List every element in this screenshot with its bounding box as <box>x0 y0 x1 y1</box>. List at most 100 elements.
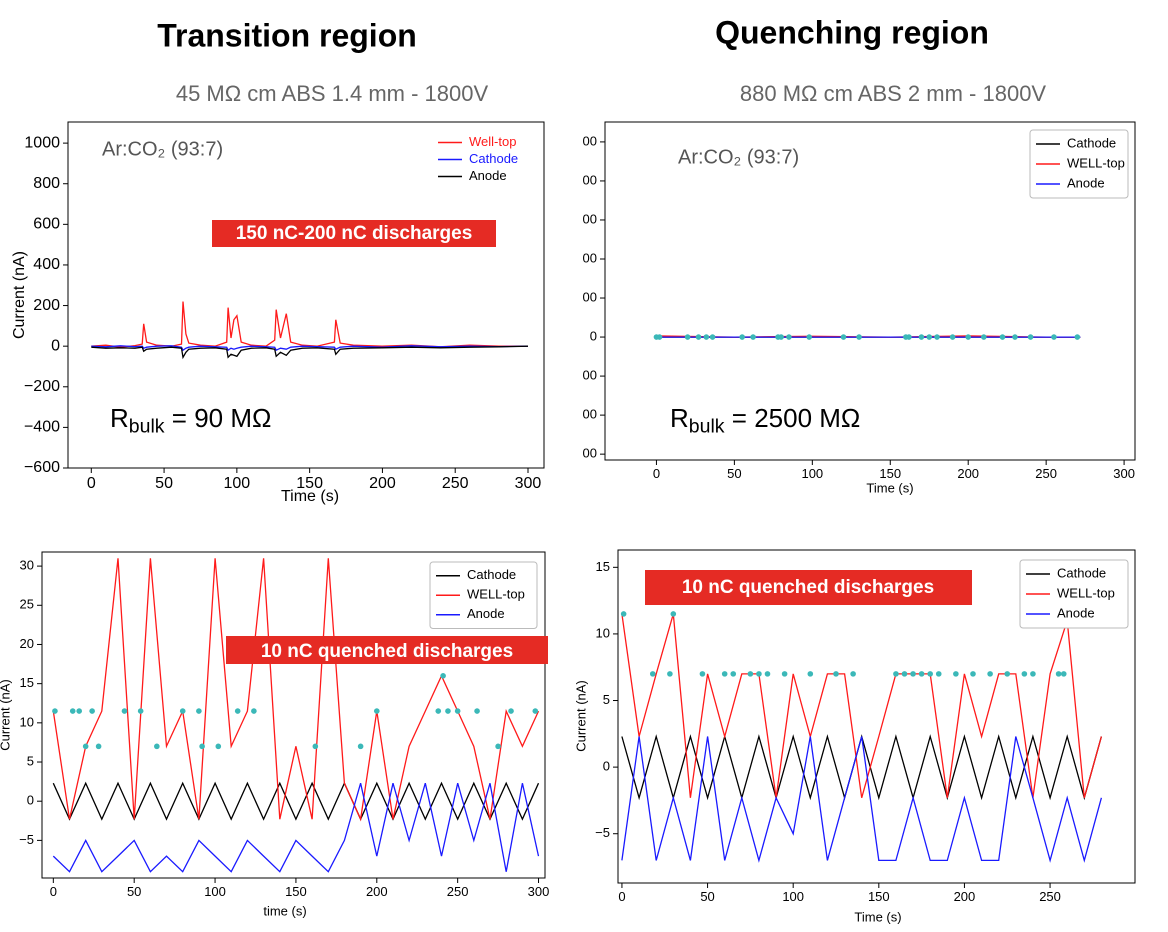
marker <box>649 671 656 677</box>
legend-label: Anode <box>469 168 507 183</box>
annotation: 10 nC quenched discharges <box>682 577 934 598</box>
marker <box>620 611 627 617</box>
legend-label: Anode <box>1057 605 1095 620</box>
legend-label: Cathode <box>469 151 518 166</box>
marker <box>495 743 501 750</box>
y-tick-label: 0 <box>590 328 597 343</box>
legend-frame <box>1029 129 1129 199</box>
marker <box>934 334 940 340</box>
y-tick-label: 30 <box>20 558 34 573</box>
x-tick-label: 0 <box>50 884 57 899</box>
legend-frame <box>429 561 538 629</box>
annotation-part: R <box>670 403 689 433</box>
legend-label: Cathode <box>1057 565 1106 580</box>
y-tick-label: 00 <box>583 407 597 422</box>
y-tick-label: 0 <box>603 759 610 774</box>
x-tick-label: 50 <box>727 466 741 481</box>
marker <box>1055 671 1062 677</box>
y-axis-label: Current (nA) <box>11 251 28 339</box>
marker <box>935 671 942 677</box>
x-tick-label: 0 <box>618 889 625 904</box>
marker <box>906 334 912 340</box>
x-tick-label: 250 <box>1039 889 1061 904</box>
y-tick-label: 400 <box>33 256 60 273</box>
marker <box>121 708 128 714</box>
legend-label: Well-top <box>469 134 516 149</box>
x-tick-label: 200 <box>369 475 396 492</box>
marker <box>807 671 814 677</box>
marker <box>684 334 691 340</box>
marker <box>1051 334 1057 340</box>
x-tick-label: 100 <box>782 889 804 904</box>
marker <box>806 334 813 340</box>
series-line <box>91 345 529 352</box>
plot-frame <box>604 121 1136 461</box>
y-tick-label: −400 <box>24 419 60 436</box>
x-tick-label: 150 <box>879 466 901 481</box>
chart-title: Quenching region <box>715 14 989 50</box>
x-tick-label: 250 <box>1035 466 1057 481</box>
marker <box>82 743 89 750</box>
marker <box>781 671 788 677</box>
y-tick-label: 600 <box>33 216 60 233</box>
chart: Quenching region 880 MΩ cm ABS 2 mm - 180… <box>583 14 1136 495</box>
marker <box>508 708 514 714</box>
marker <box>357 743 364 750</box>
x-tick-label: 250 <box>447 884 469 899</box>
x-tick-label: 0 <box>87 475 96 492</box>
marker <box>234 708 241 714</box>
x-tick-label: 300 <box>1113 466 1135 481</box>
y-tick-label: 10 <box>20 714 34 729</box>
x-tick-label: 100 <box>204 884 226 899</box>
marker <box>1012 334 1018 340</box>
marker <box>474 708 480 714</box>
legend-label: Anode <box>1067 175 1105 190</box>
marker <box>154 743 160 750</box>
y-tick-label: 10 <box>596 625 610 640</box>
marker <box>1060 671 1067 677</box>
marker <box>730 671 737 677</box>
marker <box>709 334 716 340</box>
x-axis-label: time (s) <box>263 903 306 918</box>
marker <box>312 743 319 750</box>
x-tick-label: 200 <box>957 466 979 481</box>
marker <box>670 611 677 617</box>
marker <box>918 671 925 677</box>
x-axis-label: Time (s) <box>866 480 913 495</box>
marker <box>750 334 756 340</box>
marker <box>756 671 762 677</box>
y-tick-label: 00 <box>583 250 597 265</box>
marker <box>739 334 745 340</box>
annotation-box <box>226 636 548 664</box>
marker <box>52 708 58 714</box>
marker <box>949 334 956 340</box>
marker <box>656 334 663 340</box>
plot-area <box>68 122 544 468</box>
marker <box>199 743 205 750</box>
marker <box>901 671 908 677</box>
marker <box>76 708 82 714</box>
y-tick-label: 25 <box>20 597 34 612</box>
y-tick-label: 5 <box>27 753 34 768</box>
x-tick-label: 100 <box>801 466 823 481</box>
marker <box>987 671 993 677</box>
annotation-part: R <box>110 403 129 433</box>
x-tick-label: 300 <box>515 475 542 492</box>
marker <box>721 671 728 677</box>
marker <box>1030 671 1036 677</box>
marker <box>445 708 451 714</box>
series-line <box>621 613 1103 798</box>
marker <box>980 334 987 340</box>
marker <box>454 708 461 714</box>
x-tick-label: 300 <box>528 884 550 899</box>
legend-frame <box>1019 559 1129 629</box>
marker <box>999 334 1006 340</box>
annotation: Rbulk = 2500 MΩ <box>670 403 860 438</box>
y-tick-label: 00 <box>583 172 597 187</box>
legend-label: Anode <box>467 606 505 621</box>
x-tick-label: 200 <box>366 884 388 899</box>
x-tick-label: 0 <box>653 466 660 481</box>
marker <box>970 671 976 677</box>
y-tick-label: 200 <box>33 297 60 314</box>
y-axis-label: Current (nA) <box>0 679 12 751</box>
